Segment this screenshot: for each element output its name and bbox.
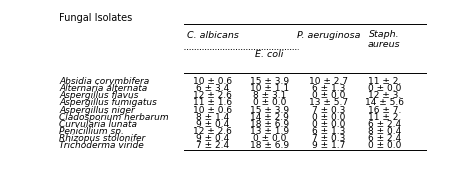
Text: 7 ± 2.4: 7 ± 2.4 bbox=[196, 141, 229, 150]
Text: Alternaria alternata: Alternaria alternata bbox=[59, 84, 147, 93]
Text: 10 ± 1.1: 10 ± 1.1 bbox=[250, 84, 289, 93]
Text: 10 ± 2.7: 10 ± 2.7 bbox=[309, 77, 348, 86]
Text: 15 ± 3.9: 15 ± 3.9 bbox=[250, 106, 289, 115]
Text: Absidia corymbifera: Absidia corymbifera bbox=[59, 77, 149, 86]
Text: 12 ± 3.: 12 ± 3. bbox=[368, 91, 401, 100]
Text: 11 ± 2.: 11 ± 2. bbox=[368, 113, 401, 122]
Text: 18 ± 6.9: 18 ± 6.9 bbox=[250, 141, 289, 150]
Text: 15 ± 3.9: 15 ± 3.9 bbox=[250, 77, 289, 86]
Text: 12 ± 2.6: 12 ± 2.6 bbox=[193, 127, 232, 136]
Text: 6 ± 1.3: 6 ± 1.3 bbox=[311, 84, 345, 93]
Text: 14 ± 5.6: 14 ± 5.6 bbox=[365, 98, 404, 107]
Text: Aspergillus niger: Aspergillus niger bbox=[59, 106, 135, 115]
Text: 10 ± 0.6: 10 ± 0.6 bbox=[193, 106, 232, 115]
Text: 0 ± 0.0: 0 ± 0.0 bbox=[311, 91, 345, 100]
Text: 18 ± 6.9: 18 ± 6.9 bbox=[250, 120, 289, 129]
Text: Aspergillus flavus: Aspergillus flavus bbox=[59, 91, 139, 100]
Text: 0 ± 0.0: 0 ± 0.0 bbox=[368, 84, 401, 93]
Text: 0 ± 0.0: 0 ± 0.0 bbox=[253, 98, 286, 107]
Text: 8 ± 1.4: 8 ± 1.4 bbox=[196, 113, 229, 122]
Text: Aspergillus fumigatus: Aspergillus fumigatus bbox=[59, 98, 157, 107]
Text: Curvularia lunata: Curvularia lunata bbox=[59, 120, 137, 129]
Text: 9 ± 1.7: 9 ± 1.7 bbox=[311, 141, 345, 150]
Text: 0 ± 0.0: 0 ± 0.0 bbox=[253, 134, 286, 143]
Text: 0 ± 0.0: 0 ± 0.0 bbox=[311, 120, 345, 129]
Text: 14 ± 2.9: 14 ± 2.9 bbox=[250, 113, 289, 122]
Text: 8 ± 3.1: 8 ± 3.1 bbox=[253, 91, 286, 100]
Text: 10 ± 0.6: 10 ± 0.6 bbox=[193, 77, 232, 86]
Text: 7 ± 0.3: 7 ± 0.3 bbox=[311, 134, 345, 143]
Text: 6 ± 2.4: 6 ± 2.4 bbox=[368, 134, 401, 143]
Text: 12 ± 2.6: 12 ± 2.6 bbox=[193, 91, 232, 100]
Text: C. albicans: C. albicans bbox=[187, 31, 238, 40]
Text: Rhizopus stolonifer: Rhizopus stolonifer bbox=[59, 134, 146, 143]
Text: 9 ± 0.4: 9 ± 0.4 bbox=[196, 134, 229, 143]
Text: Fungal Isolates: Fungal Isolates bbox=[59, 13, 133, 23]
Text: 0 ± 0.0: 0 ± 0.0 bbox=[311, 113, 345, 122]
Text: 13 ± 1.9: 13 ± 1.9 bbox=[250, 127, 289, 136]
Text: 7 ± 0.3: 7 ± 0.3 bbox=[311, 106, 345, 115]
Text: Cladosporium herbarum: Cladosporium herbarum bbox=[59, 113, 169, 122]
Text: 13 ± 5.7: 13 ± 5.7 bbox=[309, 98, 348, 107]
Text: P. aeruginosa: P. aeruginosa bbox=[297, 31, 360, 40]
Text: 16 ± 7.: 16 ± 7. bbox=[368, 106, 401, 115]
Text: 11 ± 1.6: 11 ± 1.6 bbox=[193, 98, 232, 107]
Text: Staph.
aureus: Staph. aureus bbox=[368, 30, 401, 49]
Text: Trichoderma viride: Trichoderma viride bbox=[59, 141, 144, 150]
Text: E. coli: E. coli bbox=[255, 50, 284, 59]
Text: 11 ± 2.: 11 ± 2. bbox=[368, 77, 401, 86]
Text: 9 ± 0.4: 9 ± 0.4 bbox=[196, 120, 229, 129]
Text: 6 ± 2.4: 6 ± 2.4 bbox=[368, 120, 401, 129]
Text: 6 ± 1.3: 6 ± 1.3 bbox=[311, 127, 345, 136]
Text: 6 ± 3.4: 6 ± 3.4 bbox=[196, 84, 229, 93]
Text: Penicillium sp.: Penicillium sp. bbox=[59, 127, 124, 136]
Text: 0 ± 0.0: 0 ± 0.0 bbox=[368, 141, 401, 150]
Text: 8 ± 0.4: 8 ± 0.4 bbox=[368, 127, 401, 136]
